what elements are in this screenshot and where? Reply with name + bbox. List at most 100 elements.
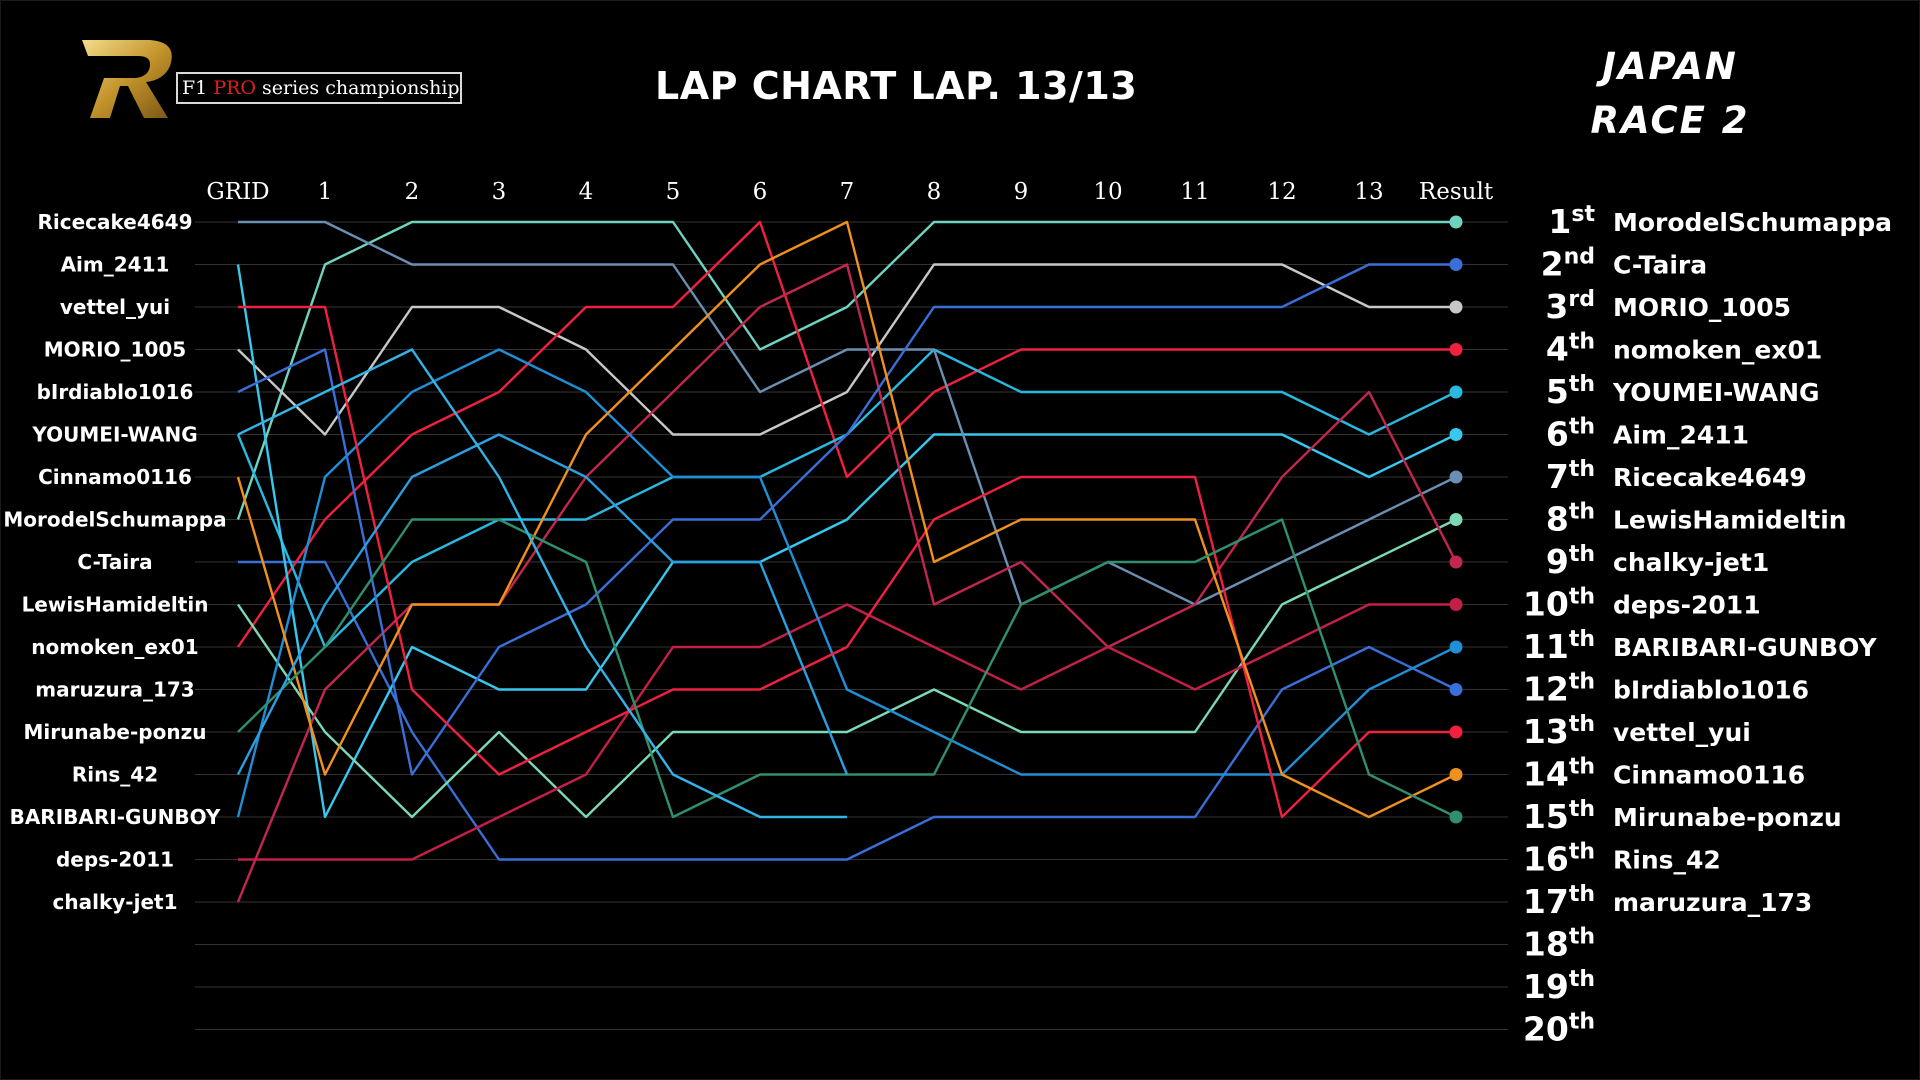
result-marker bbox=[1449, 470, 1463, 484]
position-label: 1st bbox=[1548, 202, 1595, 241]
series-line bbox=[236, 220, 1457, 819]
series-line bbox=[236, 433, 849, 776]
position-number: 13 bbox=[1523, 712, 1569, 751]
result-marker bbox=[1449, 683, 1463, 696]
position-suffix: th bbox=[1569, 670, 1595, 695]
grid-driver-label: C-Taira bbox=[77, 550, 152, 574]
position-label: 19th bbox=[1523, 967, 1595, 1006]
position-label: 2nd bbox=[1541, 245, 1595, 284]
result-driver-name: LewisHamideltin bbox=[1613, 506, 1847, 535]
position-label: 12th bbox=[1523, 670, 1595, 709]
lap-header: 2 bbox=[405, 179, 420, 205]
position-label: 11th bbox=[1523, 627, 1595, 666]
result-marker bbox=[1449, 343, 1463, 356]
position-suffix: th bbox=[1569, 712, 1595, 737]
series-line bbox=[238, 560, 1457, 861]
position-suffix: th bbox=[1569, 415, 1595, 440]
position-suffix: th bbox=[1569, 500, 1595, 525]
series-line bbox=[237, 518, 1457, 819]
lap-header: 5 bbox=[666, 179, 681, 205]
lap-header: 6 bbox=[753, 179, 768, 205]
position-suffix: th bbox=[1569, 372, 1595, 397]
position-label: 13th bbox=[1523, 712, 1595, 751]
result-marker bbox=[1449, 810, 1463, 824]
position-label: 10th bbox=[1523, 585, 1595, 624]
position-suffix: rd bbox=[1568, 287, 1595, 312]
grid-driver-label: BARIBARI-GUNBOY bbox=[10, 805, 221, 829]
result-marker bbox=[1449, 513, 1463, 526]
grid-driver-label: vettel_yui bbox=[60, 295, 170, 319]
position-label: 3rd bbox=[1545, 287, 1595, 326]
position-suffix: th bbox=[1569, 627, 1595, 652]
lap-header: 4 bbox=[579, 179, 594, 205]
grid-driver-label: Mirunabe-ponzu bbox=[24, 720, 207, 744]
result-driver-name: MorodelSchumappa bbox=[1613, 208, 1892, 237]
logo-text: F1 PRO series championship bbox=[176, 72, 462, 104]
grid-driver-label: Rins_42 bbox=[72, 763, 158, 787]
result-driver-name: YOUMEI-WANG bbox=[1612, 378, 1820, 407]
position-number: 4 bbox=[1546, 330, 1569, 369]
position-suffix: th bbox=[1569, 840, 1595, 865]
lap-header: GRID bbox=[206, 179, 269, 205]
position-label: 8th bbox=[1546, 500, 1595, 539]
series-line bbox=[238, 603, 1456, 861]
grid-driver-label: Ricecake4649 bbox=[37, 210, 192, 234]
position-number: 8 bbox=[1546, 500, 1569, 539]
position-number: 14 bbox=[1523, 755, 1569, 794]
grid-driver-labels: Ricecake4649 Aim_2411 vettel_yui MORIO_1005… bbox=[3, 210, 226, 914]
position-suffix: th bbox=[1569, 330, 1595, 355]
lap-header: 11 bbox=[1180, 179, 1209, 205]
result-marker bbox=[1449, 428, 1463, 441]
series-line bbox=[236, 348, 1457, 818]
result-driver-name: BARIBARI-GUNBOY bbox=[1613, 633, 1877, 662]
result-marker bbox=[1449, 640, 1463, 654]
result-labels: 1st MorodelSchumappa 2nd C-Taira 3rd MORIO_10… bbox=[1523, 202, 1892, 1049]
position-suffix: th bbox=[1569, 542, 1595, 567]
position-number: 6 bbox=[1546, 415, 1569, 454]
result-driver-name: bIrdiablo1016 bbox=[1613, 676, 1809, 705]
result-marker bbox=[1449, 725, 1463, 739]
position-label: 18th bbox=[1523, 925, 1595, 964]
lap-header: 10 bbox=[1093, 179, 1122, 205]
logo-text-pro: PRO bbox=[213, 77, 256, 99]
lap-header: 9 bbox=[1014, 179, 1029, 205]
result-marker bbox=[1449, 768, 1463, 781]
result-driver-name: deps-2011 bbox=[1613, 591, 1761, 620]
grid-driver-label: deps-2011 bbox=[56, 848, 174, 872]
position-suffix: th bbox=[1569, 882, 1595, 907]
result-driver-name: chalky-jet1 bbox=[1613, 548, 1769, 577]
position-suffix: th bbox=[1569, 585, 1595, 610]
position-number: 16 bbox=[1523, 840, 1569, 879]
result-marker bbox=[1449, 385, 1463, 399]
grid-driver-label: bIrdiablo1016 bbox=[37, 380, 194, 404]
position-label: 17th bbox=[1523, 882, 1595, 921]
position-number: 15 bbox=[1523, 797, 1569, 836]
result-driver-name: vettel_yui bbox=[1613, 718, 1751, 747]
position-label: 9th bbox=[1546, 542, 1595, 581]
venue-block: JAPAN RACE 2 bbox=[1580, 40, 1760, 148]
series-line bbox=[236, 264, 1457, 819]
result-driver-name: Mirunabe-ponzu bbox=[1613, 803, 1842, 832]
position-suffix: th bbox=[1569, 925, 1595, 950]
series-lines bbox=[236, 215, 1463, 903]
result-driver-name: maruzura_173 bbox=[1613, 888, 1812, 917]
grid-driver-label: chalky-jet1 bbox=[53, 890, 178, 914]
lap-header: 8 bbox=[927, 179, 942, 205]
grid-driver-label: nomoken_ex01 bbox=[31, 635, 198, 659]
position-suffix: th bbox=[1569, 797, 1595, 822]
series-line bbox=[237, 263, 1456, 776]
logo-text-series: series championship bbox=[255, 77, 460, 99]
position-suffix: th bbox=[1569, 1010, 1595, 1035]
position-suffix: nd bbox=[1564, 245, 1595, 270]
grid-driver-label: MorodelSchumappa bbox=[3, 508, 226, 532]
lap-header: 3 bbox=[492, 179, 507, 205]
grid-driver-label: Cinnamo0116 bbox=[38, 465, 192, 489]
result-driver-name: MORIO_1005 bbox=[1613, 293, 1791, 322]
position-label: 6th bbox=[1546, 415, 1595, 454]
result-marker bbox=[1449, 258, 1463, 271]
lap-header: 7 bbox=[840, 179, 855, 205]
lap-header: 1 bbox=[318, 179, 333, 205]
venue-country: JAPAN bbox=[1602, 45, 1738, 88]
